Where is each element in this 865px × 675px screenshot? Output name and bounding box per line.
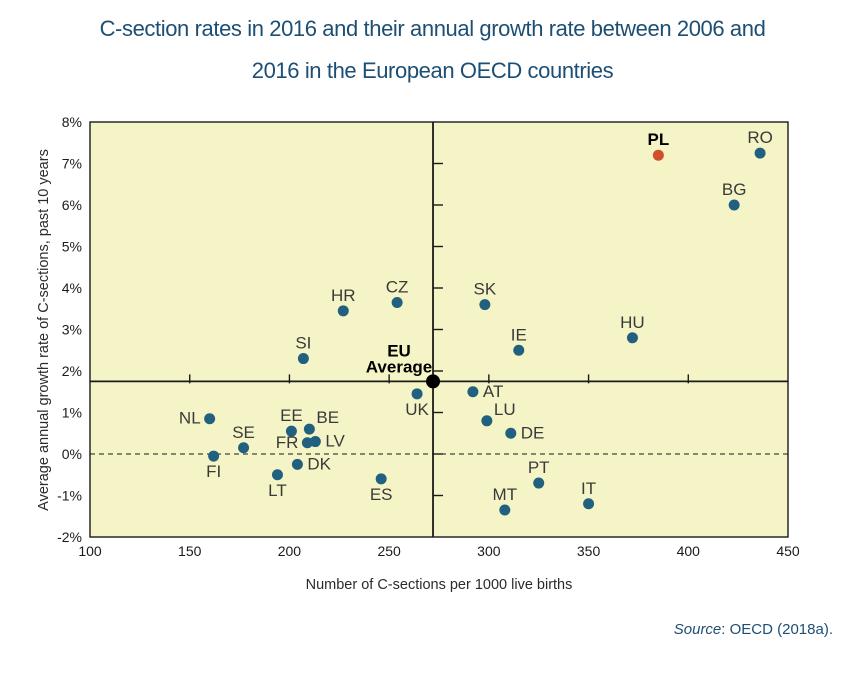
source-prefix: Source [673,621,722,638]
y-tick-label: -2% [57,529,82,545]
data-point-label-DE: DE [521,423,545,442]
data-point-SK [479,299,491,311]
data-point-HR [337,305,349,317]
data-point-ES [375,473,387,485]
x-tick-label: 150 [178,543,202,559]
data-point-label-UK: UK [405,400,429,419]
data-point-FI [208,450,220,462]
data-point-label-EU-Average: EU Average [366,341,432,376]
x-tick-label: 100 [78,543,102,559]
data-point-MT [499,504,511,516]
data-point-IE [513,344,525,356]
y-tick-label: 7% [62,156,82,172]
data-point-label-ES: ES [370,485,393,504]
data-point-label-IE: IE [511,325,527,344]
source-note: Source: OECD (2018a). [674,621,833,638]
y-axis-title: Average annual growth rate of C-sections… [36,149,52,511]
x-tick-label: 200 [278,543,302,559]
data-point-label-IT: IT [581,479,596,498]
data-point-LT [271,469,283,481]
data-point-label-PT: PT [528,458,550,477]
data-point-label-SI: SI [295,334,311,353]
y-tick-label: 3% [62,322,82,338]
y-tick-label: 6% [62,197,82,213]
data-point-label-AT: AT [483,382,503,401]
y-tick-label: 8% [62,114,82,130]
x-axis-title: Number of C-sections per 1000 live birth… [306,577,573,593]
data-point-UK [411,388,423,400]
data-point-AT [467,386,479,398]
data-point-BG [728,199,740,211]
x-tick-label: 450 [776,543,800,559]
y-tick-label: 5% [62,239,82,255]
data-point-label-RO: RO [747,128,773,147]
data-point-LV [309,436,321,448]
data-point-label-SE: SE [232,423,255,442]
data-point-label-EE: EE [280,406,303,425]
data-point-label-HR: HR [331,286,356,305]
data-point-PL [652,149,664,161]
data-point-EE [285,425,297,437]
data-point-label-BE: BE [316,408,339,427]
chart-title: C-section rates in 2016 and their annual… [0,8,865,92]
data-point-LU [481,415,493,427]
data-point-label-NL: NL [179,409,201,428]
y-tick-label: 0% [62,446,82,462]
y-tick-label: 2% [62,363,82,379]
data-point-label-LV: LV [325,432,345,451]
data-point-label-CZ: CZ [386,278,409,297]
data-point-label-FI: FI [206,462,221,481]
source-text: : OECD (2018a). [721,621,833,638]
data-point-NL [204,413,216,425]
data-point-label-LT: LT [268,481,287,500]
data-point-label-MT: MT [493,485,518,504]
data-point-label-DK: DK [307,454,331,473]
y-tick-label: 4% [62,280,82,296]
y-tick-label: -1% [57,488,82,504]
plot-generated: 8% 7% 6% 5% 4% 3% 2% 1% 0% -1% -2%100 150 200 250 300 3… [57,114,800,559]
data-point-DK [291,458,303,470]
data-point-HU [626,332,638,344]
data-point-label-PL: PL [648,130,670,149]
data-point-label-SK: SK [474,280,497,299]
data-point-label-FR: FR [276,433,299,452]
data-point-RO [754,147,766,159]
plot-frame [89,121,789,538]
data-point-SI [297,353,309,365]
data-point-BE [303,423,315,435]
data-point-PT [533,477,545,489]
x-tick-label: 400 [677,543,701,559]
data-point-label-LU: LU [494,400,516,419]
x-tick-label: 300 [477,543,501,559]
x-tick-label: 350 [577,543,601,559]
data-point-label-BG: BG [722,180,747,199]
data-point-DE [505,427,517,439]
data-point-IT [583,498,595,510]
chart-title-line-2: 2016 in the European OECD countries [251,58,614,83]
data-point-SE [238,442,250,454]
data-point-label-HU: HU [620,313,645,332]
x-tick-label: 250 [377,543,401,559]
data-point-CZ [391,297,403,309]
data-point-EU-Average [426,374,441,389]
chart-title-line-1: C-section rates in 2016 and their annual… [99,16,766,41]
y-tick-label: 1% [62,405,82,421]
